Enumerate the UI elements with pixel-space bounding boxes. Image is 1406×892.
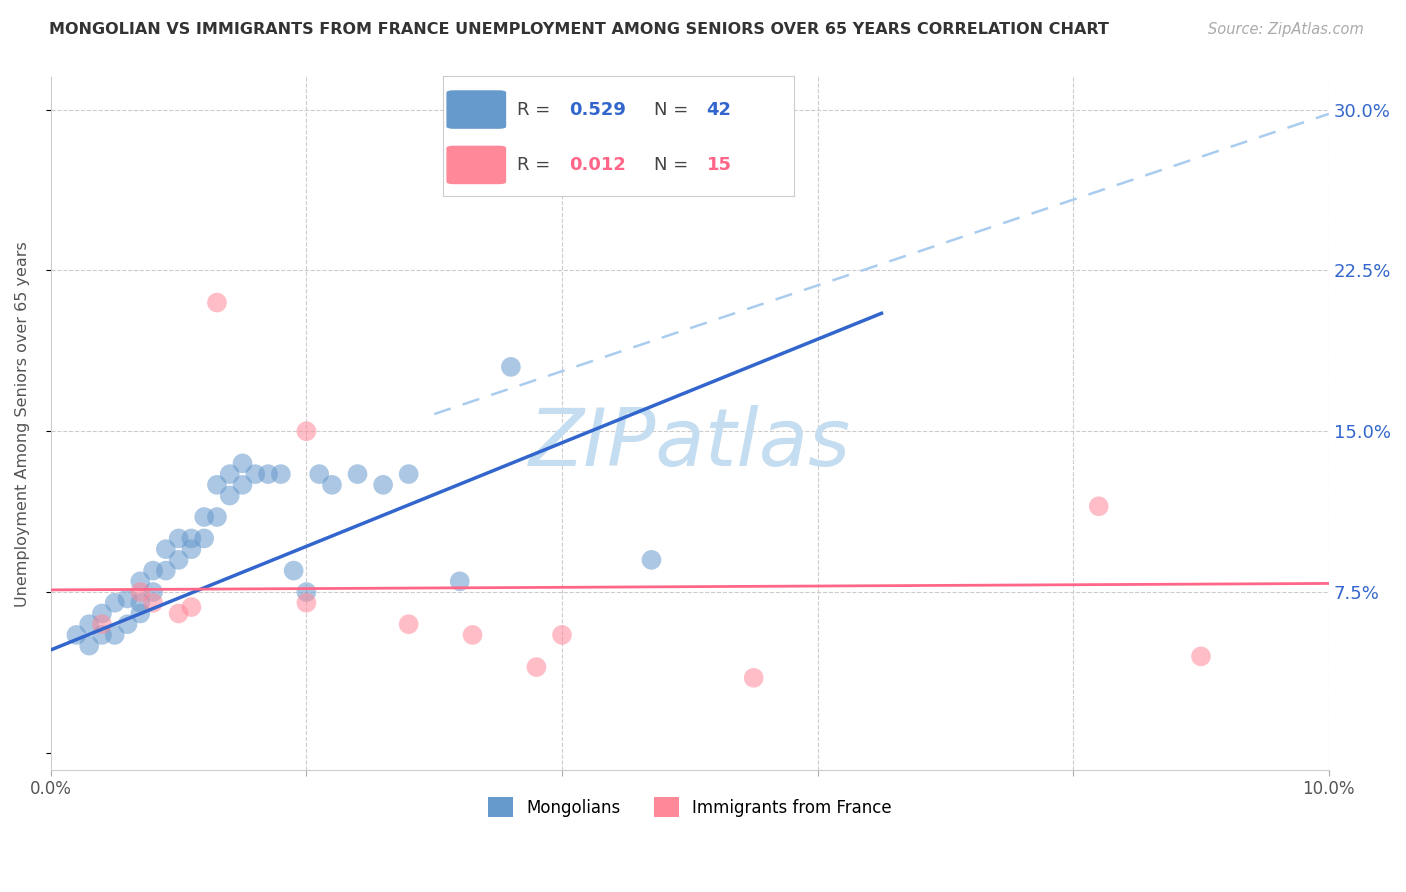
Point	[180, 600, 202, 615]
Point	[167, 532, 190, 546]
Point	[142, 585, 165, 599]
Point	[461, 628, 484, 642]
Point	[295, 596, 318, 610]
Point	[104, 596, 127, 610]
FancyBboxPatch shape	[447, 90, 506, 128]
Point	[270, 467, 292, 482]
Point	[551, 628, 574, 642]
Point	[193, 510, 215, 524]
Point	[308, 467, 330, 482]
Point	[91, 628, 114, 642]
Legend: Mongolians, Immigrants from France: Mongolians, Immigrants from France	[481, 790, 898, 824]
Point	[295, 585, 318, 599]
Point	[704, 167, 727, 181]
Text: R =: R =	[517, 101, 555, 119]
Point	[231, 478, 253, 492]
Point	[129, 596, 152, 610]
Point	[218, 489, 240, 503]
Text: R =: R =	[517, 156, 555, 174]
Point	[129, 585, 152, 599]
FancyBboxPatch shape	[447, 145, 506, 185]
Point	[283, 564, 305, 578]
Point	[640, 553, 662, 567]
Point	[398, 617, 420, 632]
Point	[371, 478, 394, 492]
Point	[449, 574, 471, 589]
Point	[257, 467, 280, 482]
Text: N =: N =	[654, 156, 693, 174]
Point	[142, 596, 165, 610]
Text: N =: N =	[654, 101, 693, 119]
Point	[77, 639, 100, 653]
Point	[193, 532, 215, 546]
Point	[155, 542, 177, 557]
Point	[205, 510, 228, 524]
Text: Source: ZipAtlas.com: Source: ZipAtlas.com	[1208, 22, 1364, 37]
Point	[218, 467, 240, 482]
Point	[398, 467, 420, 482]
Point	[231, 456, 253, 470]
Point	[142, 564, 165, 578]
Point	[321, 478, 343, 492]
Point	[346, 467, 368, 482]
Point	[117, 591, 139, 606]
Text: MONGOLIAN VS IMMIGRANTS FROM FRANCE UNEMPLOYMENT AMONG SENIORS OVER 65 YEARS COR: MONGOLIAN VS IMMIGRANTS FROM FRANCE UNEM…	[49, 22, 1109, 37]
Point	[499, 359, 522, 374]
Point	[155, 564, 177, 578]
Point	[742, 671, 765, 685]
Text: 15: 15	[706, 156, 731, 174]
Y-axis label: Unemployment Among Seniors over 65 years: Unemployment Among Seniors over 65 years	[15, 241, 30, 607]
Point	[1087, 500, 1109, 514]
Text: ZIPatlas: ZIPatlas	[529, 406, 851, 483]
Point	[167, 607, 190, 621]
Point	[77, 617, 100, 632]
Point	[180, 532, 202, 546]
Point	[117, 617, 139, 632]
Point	[245, 467, 267, 482]
Text: 42: 42	[706, 101, 731, 119]
Point	[129, 574, 152, 589]
Point	[129, 607, 152, 621]
Text: 0.012: 0.012	[569, 156, 626, 174]
Point	[104, 628, 127, 642]
Point	[295, 424, 318, 438]
Point	[205, 478, 228, 492]
Point	[167, 553, 190, 567]
Point	[91, 607, 114, 621]
Point	[1189, 649, 1212, 664]
Point	[91, 617, 114, 632]
Point	[205, 295, 228, 310]
Text: 0.529: 0.529	[569, 101, 626, 119]
Point	[526, 660, 548, 674]
Point	[180, 542, 202, 557]
Point	[65, 628, 87, 642]
